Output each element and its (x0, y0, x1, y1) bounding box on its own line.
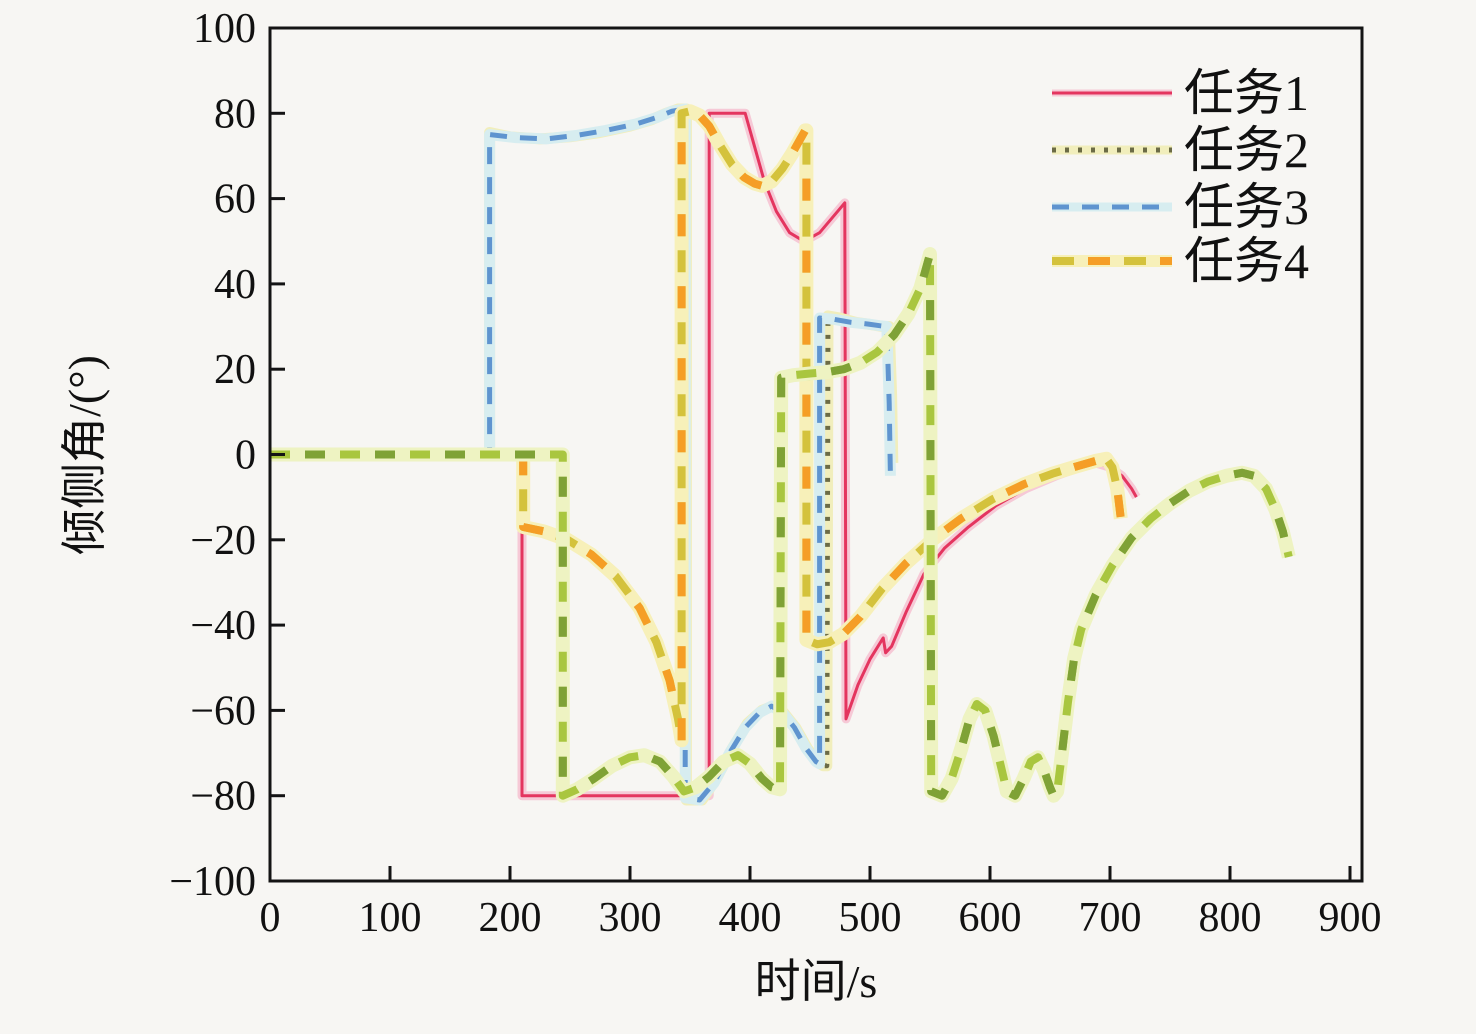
svg-text:400: 400 (719, 895, 782, 941)
series-任务4 (270, 104, 1128, 748)
legend-label-task3: 任务3 (1184, 179, 1309, 235)
svg-text:100: 100 (193, 6, 256, 52)
svg-text:100: 100 (359, 895, 422, 941)
svg-text:20: 20 (214, 347, 256, 393)
y-axis-label: 倾侧角/(°) (59, 355, 110, 555)
svg-text:600: 600 (959, 895, 1022, 941)
svg-text:−80: −80 (190, 774, 256, 820)
legend-label-task2: 任务2 (1184, 122, 1309, 178)
x-axis-label: 时间/s (755, 956, 878, 1007)
legend-item-task1: 任务1 (1052, 65, 1309, 121)
svg-text:80: 80 (214, 91, 256, 137)
svg-text:900: 900 (1319, 895, 1382, 941)
series-unlabeled-green-dashed (270, 247, 1296, 803)
svg-text:40: 40 (214, 262, 256, 308)
svg-text:300: 300 (599, 895, 662, 941)
svg-text:500: 500 (839, 895, 902, 941)
svg-text:200: 200 (479, 895, 542, 941)
svg-text:0: 0 (235, 433, 256, 479)
svg-text:0: 0 (260, 895, 281, 941)
svg-text:60: 60 (214, 177, 256, 223)
legend-label-task1: 任务1 (1184, 65, 1309, 121)
series-任务3 (270, 103, 896, 806)
svg-text:800: 800 (1199, 895, 1262, 941)
legend: 任务1 任务2 任务3 任务4 (1052, 65, 1309, 289)
svg-text:−100: −100 (169, 859, 256, 905)
axis-tick-labels: 0 100 200 300 400 500 600 700 800 900100806040200… (169, 6, 1381, 941)
legend-item-task4: 任务4 (1052, 233, 1309, 289)
legend-item-task2: 任务2 (1052, 122, 1309, 178)
svg-text:−60: −60 (190, 688, 256, 734)
svg-text:−40: −40 (190, 603, 256, 649)
legend-label-task4: 任务4 (1184, 233, 1309, 289)
svg-text:700: 700 (1079, 895, 1142, 941)
axis-ticks (268, 26, 1352, 883)
series-layer (270, 103, 1296, 806)
legend-item-task3: 任务3 (1052, 179, 1309, 235)
svg-text:−20: −20 (190, 518, 256, 564)
